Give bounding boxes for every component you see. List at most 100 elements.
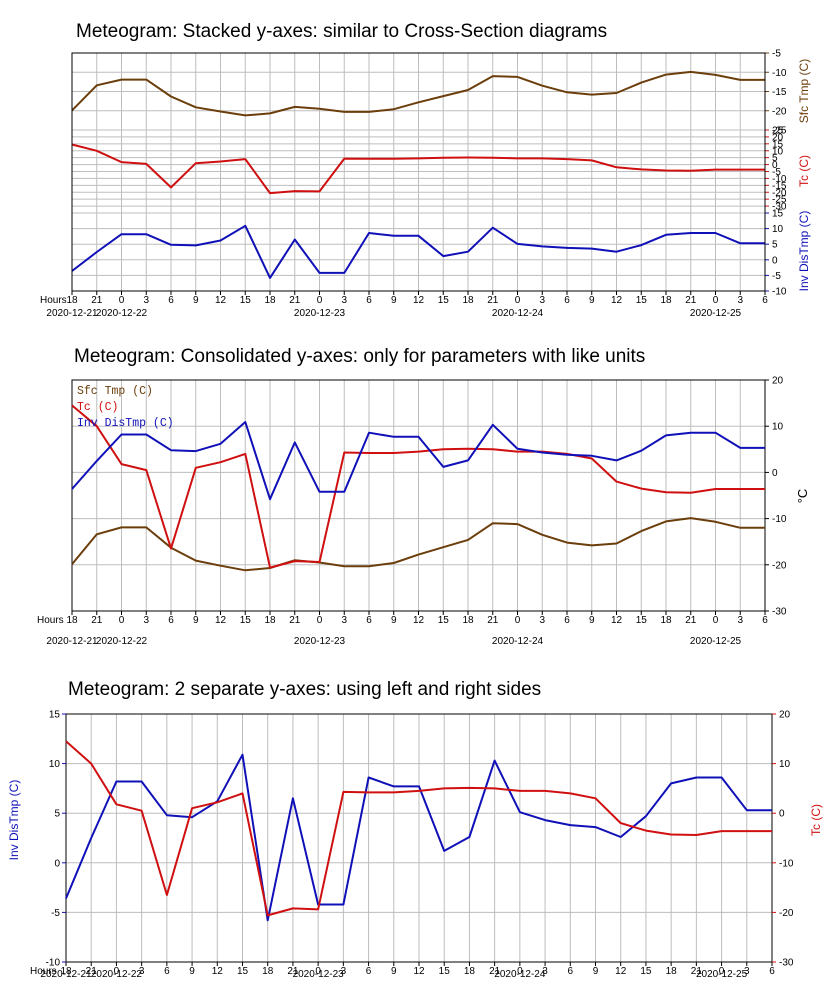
x-tick-label: 6 [564, 295, 570, 306]
x-tick-label: 0 [719, 966, 725, 977]
x-tick-label: 18 [262, 966, 274, 977]
date-label: 2020-12-21 [46, 308, 98, 319]
inv-distmp-axis-tick-label: 0 [772, 255, 778, 266]
date-label: 2020-12-24 [494, 969, 546, 980]
x-tick-label: 21 [86, 966, 98, 977]
x-tick-label: 3 [139, 966, 145, 977]
tc-axis-tick-label: 0 [772, 160, 778, 171]
x-tick-label: 6 [762, 615, 768, 626]
tc-axis-tick-label: 0 [779, 809, 785, 820]
x-tick-label: 3 [341, 615, 347, 626]
x-tick-label: 12 [611, 295, 623, 306]
x-tick-label: 21 [287, 966, 299, 977]
x-tick-label: 15 [438, 615, 450, 626]
chart-2-consolidated-plot: 20 10 0 -10 -20 -30 Sfc Tmp (C) Tc (C) Inv DisTm… [37, 376, 810, 648]
sfc-tmp-axis-tick-label: -25 [772, 126, 787, 137]
x-tick-label: 12 [611, 615, 623, 626]
chart-3-title: Meteogram: 2 separate y-axes: using left… [68, 679, 541, 700]
temp-axis-tick-label: -30 [772, 607, 787, 618]
legend-entry: Tc (C) [77, 401, 118, 414]
tc-axis-tick-label: -30 [779, 958, 794, 969]
x-tick-label: 18 [264, 615, 276, 626]
tc-axis-tick-label: 5 [772, 153, 778, 164]
tc-axis-tick-label: 10 [779, 759, 791, 770]
x-tick-label: 6 [769, 966, 775, 977]
inv-distmp-series-line [71, 421, 765, 501]
tc-axis-tick-label: -10 [772, 174, 787, 185]
x-tick-label: 6 [366, 615, 372, 626]
x-tick-label: 0 [515, 295, 521, 306]
x-tick-label: 3 [143, 615, 149, 626]
inv-distmp-axis-tick-label: 15 [49, 710, 61, 721]
x-axis-label: Hours [37, 615, 64, 626]
x-tick-label: 12 [615, 966, 627, 977]
x-tick-label: 6 [164, 966, 170, 977]
inv-distmp-axis-tick-label: 5 [772, 240, 778, 251]
tc-axis-label: Tc (C) [797, 155, 811, 187]
x-tick-label: 6 [366, 966, 372, 977]
x-tick-label: 0 [119, 295, 125, 306]
tc-axis-tick-label: 15 [772, 139, 784, 150]
x-tick-label: 21 [685, 295, 697, 306]
x-tick-label: 6 [568, 966, 574, 977]
x-tick-label: 12 [413, 295, 425, 306]
inv-distmp-axis-label: Inv DisTmp (C) [797, 211, 811, 292]
x-tick-label: 15 [640, 966, 652, 977]
temp-axis-label: °C [795, 489, 810, 504]
sfc-tmp-axis-tick-label: -15 [772, 87, 787, 98]
inv-distmp-axis-tick-label: 15 [772, 209, 784, 220]
x-tick-label: 18 [462, 615, 474, 626]
date-label: 2020-12-23 [294, 636, 346, 647]
tc-axis-tick-label: -15 [772, 181, 787, 192]
inv-distmp-axis-tick-label: 10 [49, 759, 61, 770]
x-tick-label: 18 [464, 966, 476, 977]
x-tick-label: 21 [91, 295, 103, 306]
x-tick-label: 0 [315, 966, 321, 977]
sfc-tmp-axis-tick-label: -5 [772, 49, 781, 60]
x-tick-label: 0 [317, 615, 323, 626]
x-tick-label: 18 [666, 966, 678, 977]
sfc-tmp-series-line [71, 517, 765, 572]
x-tick-label: 9 [589, 615, 595, 626]
x-tick-label: 3 [539, 615, 545, 626]
x-tick-label: 21 [289, 295, 301, 306]
sfc-tmp-series-line [71, 70, 765, 117]
x-tick-label: 15 [240, 615, 252, 626]
inv-distmp-axis-tick-label: 10 [772, 224, 784, 235]
x-tick-label: 21 [91, 615, 103, 626]
x-tick-label: 3 [737, 295, 743, 306]
x-tick-label: 9 [193, 615, 199, 626]
x-tick-label: 18 [264, 295, 276, 306]
tc-axis-tick-label: -20 [779, 908, 794, 919]
x-tick-label: 15 [240, 295, 252, 306]
x-tick-label: 12 [413, 615, 425, 626]
date-label: 2020-12-24 [492, 636, 544, 647]
x-axis-label: Hours [30, 966, 57, 977]
x-tick-label: 18 [60, 966, 72, 977]
temp-axis-tick-label: -20 [772, 560, 787, 571]
tc-series-line [65, 740, 772, 917]
date-label: 2020-12-22 [96, 636, 148, 647]
x-tick-label: 12 [215, 295, 227, 306]
x-tick-label: 0 [713, 295, 719, 306]
inv-distmp-axis-tick-label: -10 [772, 287, 787, 298]
x-tick-label: 12 [413, 966, 425, 977]
x-tick-label: 15 [636, 295, 648, 306]
tc-axis-tick-label: 25 [772, 126, 784, 137]
tc-axis-tick-label: 10 [772, 146, 784, 157]
x-tick-label: 0 [317, 295, 323, 306]
x-tick-label: 21 [289, 615, 301, 626]
date-label: 2020-12-22 [96, 308, 148, 319]
x-tick-label: 3 [539, 295, 545, 306]
x-tick-label: 6 [366, 295, 372, 306]
tc-axis-label: Tc (C) [809, 804, 823, 836]
x-tick-label: 18 [66, 615, 78, 626]
x-tick-label: 15 [636, 615, 648, 626]
sfc-tmp-axis-tick-label: -20 [772, 106, 787, 117]
x-tick-label: 15 [438, 295, 450, 306]
temp-axis-tick-label: 20 [772, 376, 784, 387]
x-tick-label: 9 [193, 295, 199, 306]
tc-axis-tick-label: -20 [772, 188, 787, 199]
